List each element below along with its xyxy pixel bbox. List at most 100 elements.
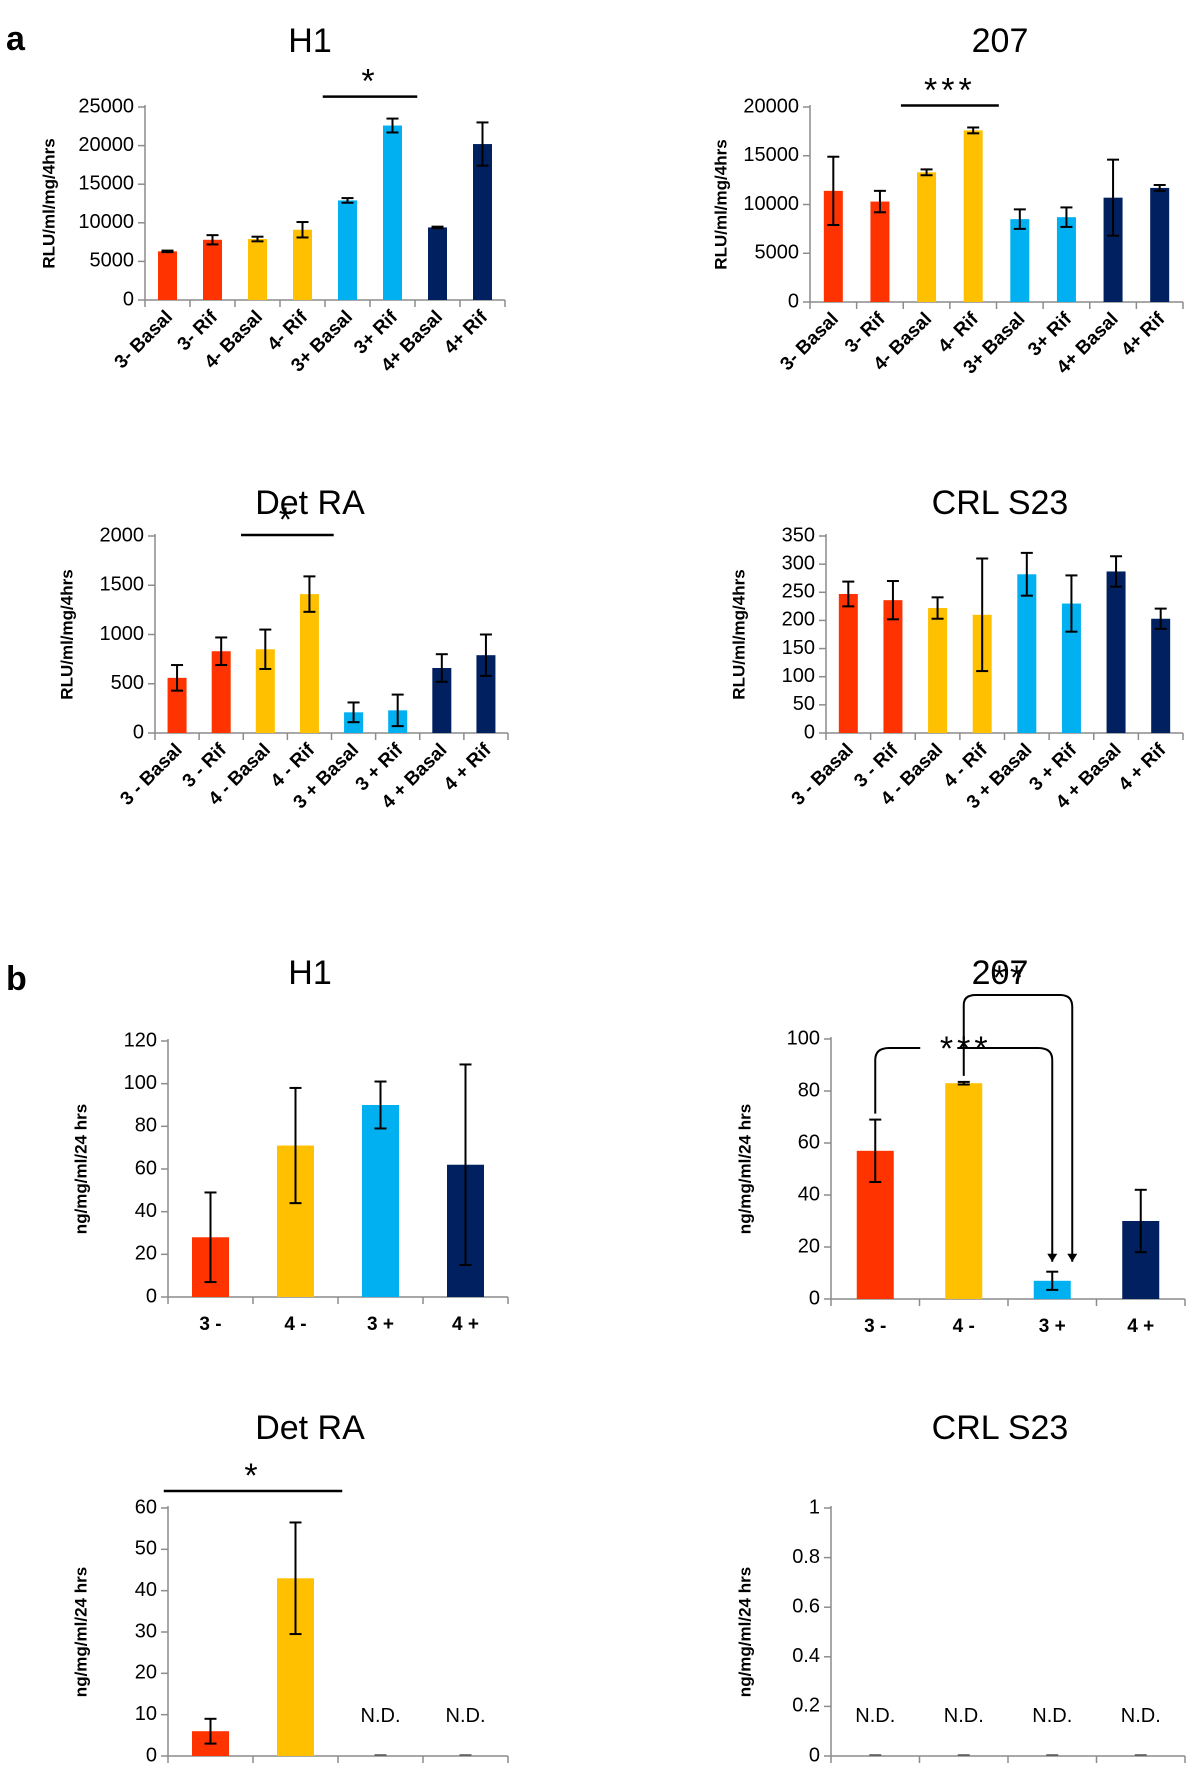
arrow-head xyxy=(1067,1253,1078,1262)
bar xyxy=(1151,618,1171,733)
bar xyxy=(838,593,858,733)
x-tick-label: 4+ Rif xyxy=(440,306,492,358)
bar xyxy=(1010,219,1030,302)
x-tick-label: 3 + xyxy=(367,1314,394,1335)
bar xyxy=(972,614,992,733)
y-tick-label: 20 xyxy=(798,1235,820,1257)
chart-title: Det RA xyxy=(255,484,365,522)
x-tick-label: 3- Basal xyxy=(776,309,842,375)
y-axis-label: ng/mg/ml/24 hrs xyxy=(71,1104,90,1234)
y-tick-label: 100 xyxy=(787,1027,820,1049)
y-tick-label: 15000 xyxy=(78,172,134,194)
bar xyxy=(248,239,267,300)
y-tick-label: 0 xyxy=(146,1744,157,1766)
significance-bracket-top xyxy=(962,994,1074,1262)
bar xyxy=(432,667,452,733)
chart-b-207: 207 ng/mg/ml/24 hrs 0 20 40 60 80 100 3 - 4 - 3 + 4… xyxy=(735,954,1186,1337)
x-tick-label: 3 - xyxy=(864,1316,886,1337)
bar xyxy=(473,144,492,300)
chart-a-h1: H1 RLU/ml/mg/4hrs 0 5000 10000 15000 20000 2500… xyxy=(39,22,506,376)
bar xyxy=(1150,187,1170,302)
y-tick-label: 80 xyxy=(135,1115,157,1137)
y-tick-label: 0 xyxy=(146,1285,157,1307)
x-tick-label: 4 + xyxy=(452,1314,479,1335)
y-axis-label: RLU/ml/mg/4hrs xyxy=(711,139,730,269)
chart-a-207: 207 RLU/ml/mg/4hrs 0 5000 10000 15000 20000 3- … xyxy=(711,22,1184,378)
x-tick-label: 4 + xyxy=(1127,1316,1154,1337)
bar xyxy=(945,1083,983,1299)
y-tick-label: 80 xyxy=(798,1079,820,1101)
bar xyxy=(203,239,222,300)
x-tick-label: 4 - xyxy=(953,1316,975,1337)
y-tick-label: 60 xyxy=(798,1131,820,1153)
y-tick-label: 20 xyxy=(135,1662,157,1684)
y-tick-label: 40 xyxy=(135,1579,157,1601)
bar xyxy=(428,227,447,300)
y-tick-label: 250 xyxy=(782,581,815,603)
chart-b-crl: CRL S23 ng/mg/ml/24 hrs 0 0.2 0.4 0.6 0.8 1 N.D.… xyxy=(735,1409,1186,1766)
y-tick-label: 500 xyxy=(111,672,144,694)
y-tick-label: 50 xyxy=(793,693,815,715)
nd-label: N.D. xyxy=(446,1705,486,1727)
bar xyxy=(1106,571,1126,733)
bar xyxy=(823,190,843,302)
y-tick-label: 0 xyxy=(133,721,144,743)
y-tick-label: 120 xyxy=(124,1029,157,1051)
bar xyxy=(255,649,275,733)
bar xyxy=(338,200,357,300)
x-tick-label: 4 + Rif xyxy=(1115,739,1171,795)
significance-label: ** xyxy=(993,959,1027,997)
bar xyxy=(883,600,903,733)
y-tick-label: 10 xyxy=(135,1703,157,1725)
chart-title: H1 xyxy=(288,954,331,992)
y-tick-label: 20 xyxy=(135,1243,157,1265)
y-tick-label: 0.2 xyxy=(792,1695,820,1717)
bar xyxy=(928,608,948,733)
y-axis-label: ng/mg/ml/24 hrs xyxy=(735,1104,754,1234)
y-tick-label: 100 xyxy=(124,1072,157,1094)
y-tick-label: 60 xyxy=(135,1496,157,1518)
chart-title: 207 xyxy=(972,22,1029,60)
y-axis-label: RLU/ml/mg/4hrs xyxy=(39,138,58,268)
y-tick-label: 1 xyxy=(809,1496,820,1518)
bar xyxy=(211,651,231,733)
significance-label: * xyxy=(279,501,296,539)
bar xyxy=(299,594,319,733)
y-axis-label: RLU/ml/mg/4hrs xyxy=(57,569,76,699)
bar xyxy=(963,130,983,302)
y-tick-label: 0.6 xyxy=(792,1595,820,1617)
bar xyxy=(1056,217,1076,302)
y-tick-label: 15000 xyxy=(743,144,799,166)
bar xyxy=(917,172,937,302)
bar xyxy=(476,655,496,733)
y-tick-label: 5000 xyxy=(755,242,800,264)
chart-title: CRL S23 xyxy=(932,1409,1069,1447)
y-tick-label: 10000 xyxy=(78,211,134,233)
arrow-head xyxy=(1047,1253,1058,1262)
significance-label: * xyxy=(244,1457,261,1495)
x-tick-label: 3 + xyxy=(1039,1316,1066,1337)
y-tick-label: 0.8 xyxy=(792,1546,820,1568)
bar xyxy=(362,1105,399,1297)
y-tick-label: 100 xyxy=(782,665,815,687)
y-tick-label: 150 xyxy=(782,637,815,659)
y-tick-label: 50 xyxy=(135,1538,157,1560)
x-tick-label: 4 - xyxy=(284,1314,306,1335)
significance-label: *** xyxy=(940,1030,992,1068)
y-axis-label: RLU/ml/mg/4hrs xyxy=(729,569,748,699)
bar xyxy=(870,201,890,302)
panel-label-b: b xyxy=(6,960,27,998)
y-tick-label: 40 xyxy=(135,1200,157,1222)
bar xyxy=(1061,603,1081,733)
y-axis-label: ng/mg/ml/24 hrs xyxy=(735,1567,754,1697)
y-tick-label: 20000 xyxy=(78,134,134,156)
y-tick-label: 200 xyxy=(782,609,815,631)
nd-label: N.D. xyxy=(1121,1705,1161,1727)
y-tick-label: 0.4 xyxy=(792,1645,820,1667)
y-tick-label: 20000 xyxy=(743,95,799,117)
chart-title: CRL S23 xyxy=(932,484,1069,522)
bar xyxy=(1103,197,1123,302)
y-tick-label: 0 xyxy=(123,288,134,310)
y-tick-label: 1000 xyxy=(100,623,145,645)
